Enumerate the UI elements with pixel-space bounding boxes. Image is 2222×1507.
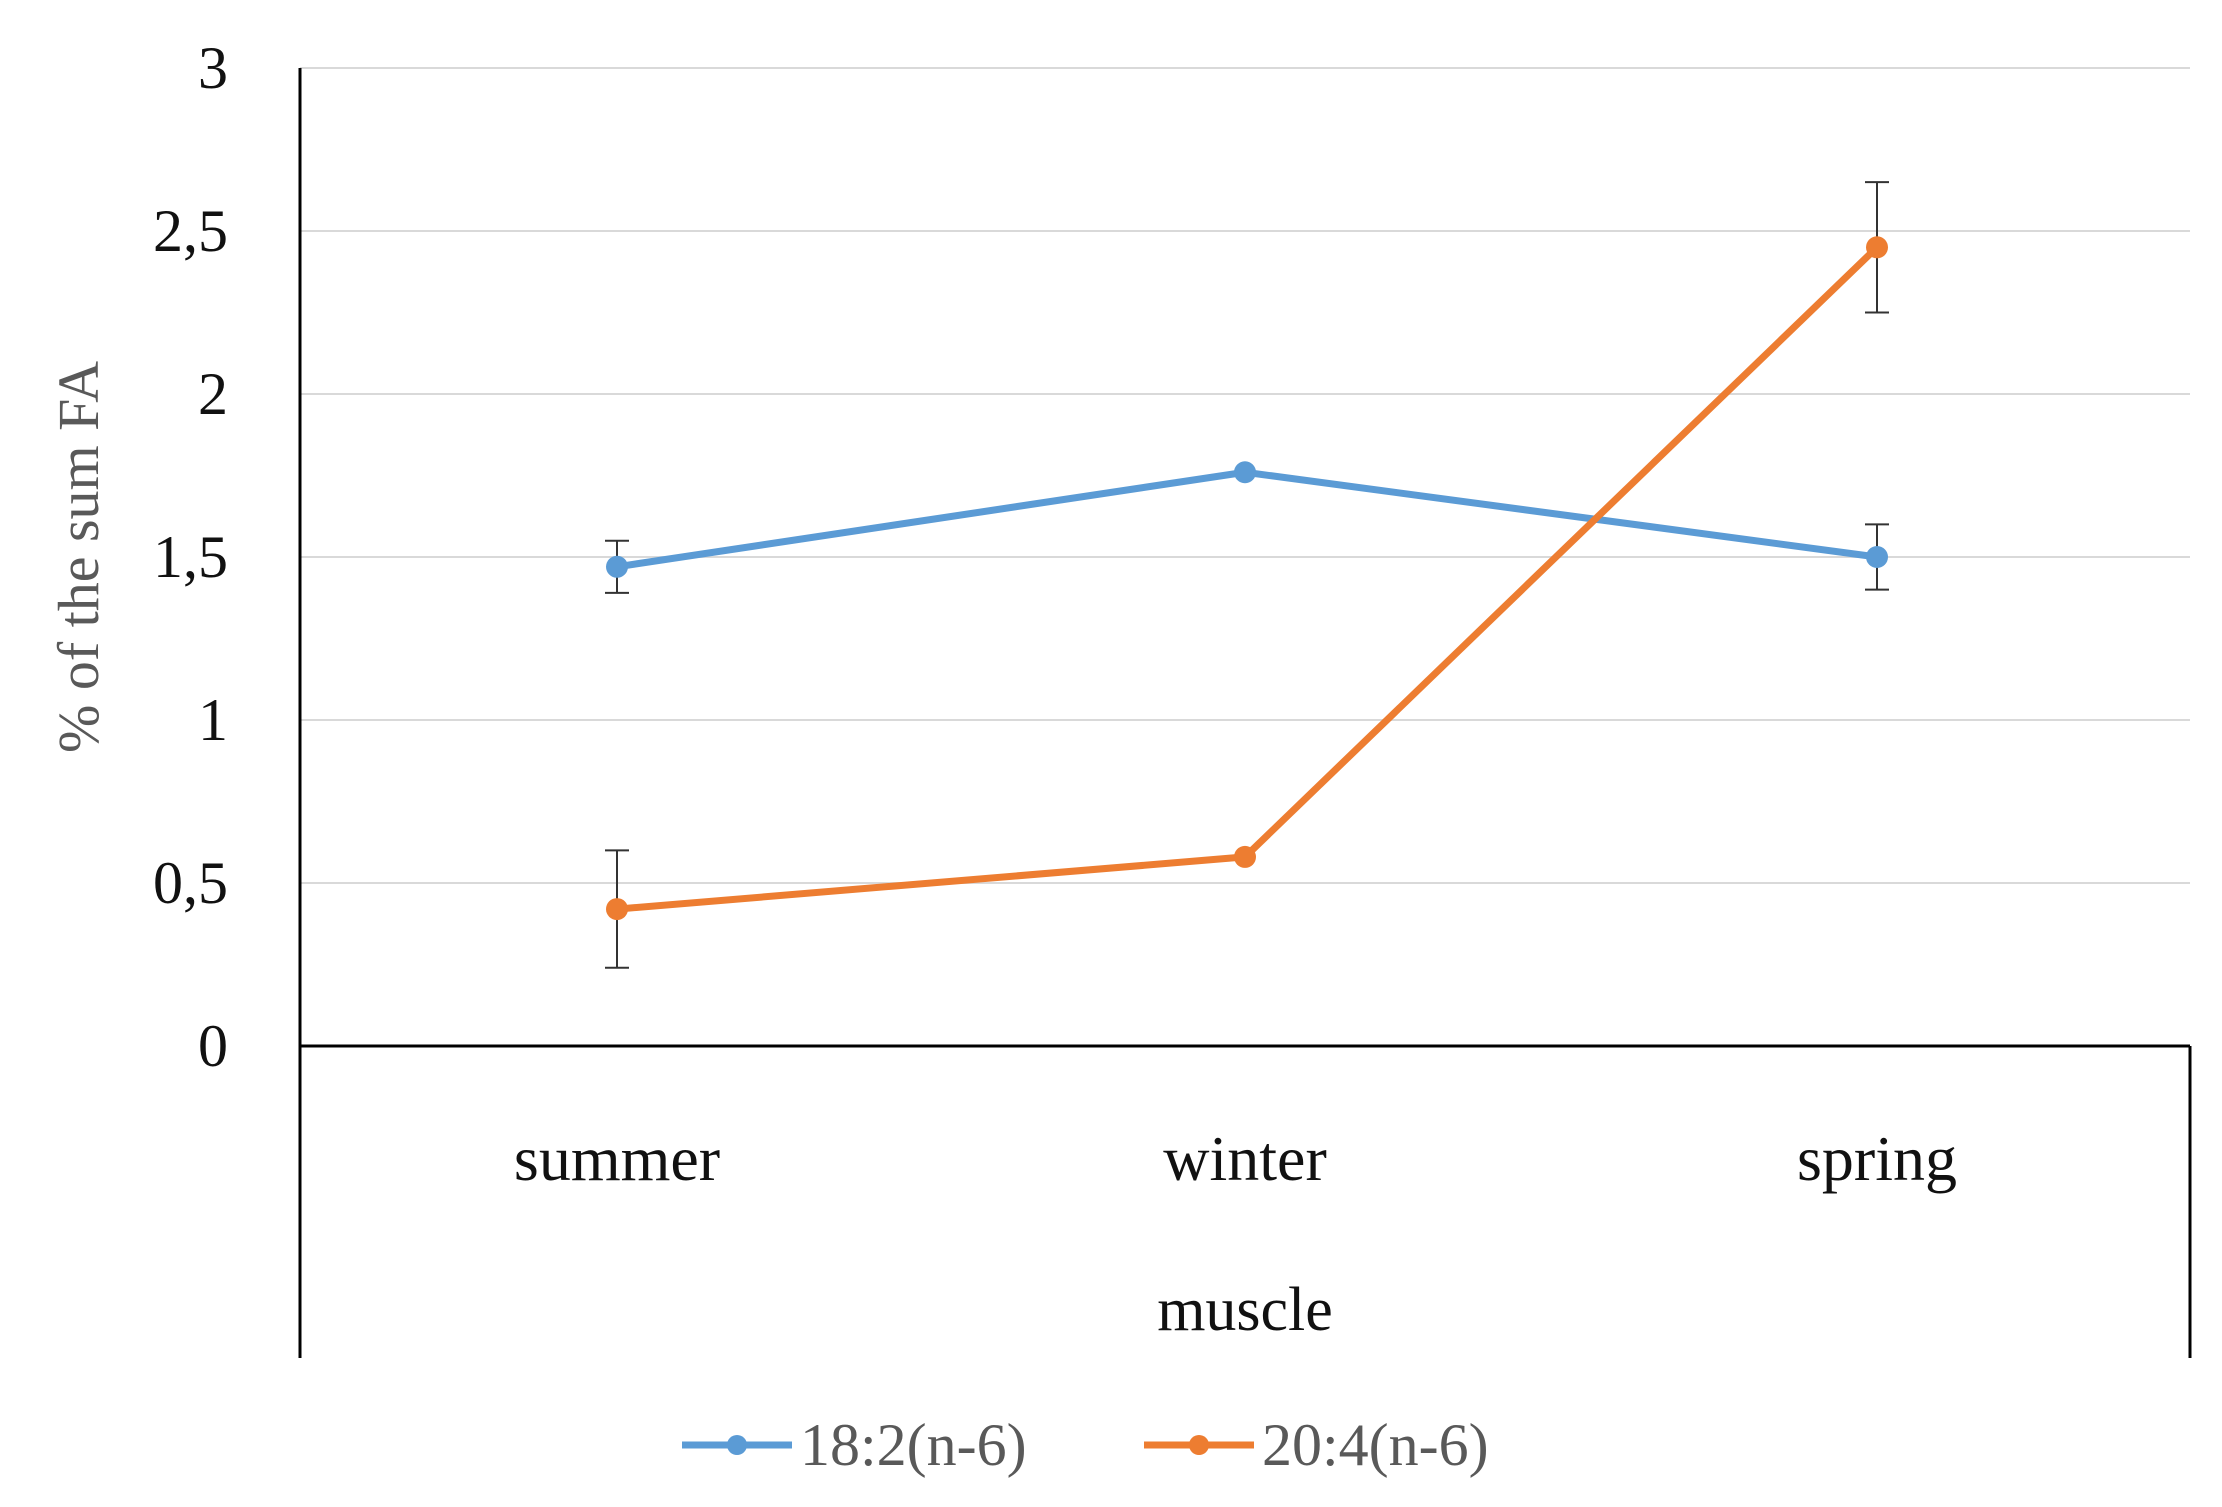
series-group [605,461,1889,594]
x-category-label: summer [514,1123,720,1194]
series-line [616,468,1878,571]
data-point [606,555,628,578]
y-tick-label: 1 [198,687,228,753]
axes [298,68,2192,1358]
y-tick-label: 0 [198,1013,228,1079]
y-tick-label: 2,5 [153,198,228,264]
y-tick-label: 1,5 [153,524,228,590]
data-point [1234,461,1256,484]
series-line [616,244,1880,913]
legend-label: 18:2(n-6) [800,1412,1027,1478]
y-tick-label: 0,5 [153,850,228,916]
series [605,181,1889,969]
legend: 18:2(n-6) 20:4(n-6) [682,1412,1489,1478]
series-group [605,181,1889,969]
x-category-labels: summer winter spring [514,1123,1957,1194]
x-category-label: spring [1797,1123,1957,1194]
legend-label: 20:4(n-6) [1262,1412,1489,1478]
y-tick-labels: 0 0,5 1 1,5 2 2,5 3 [153,35,228,1079]
legend-swatch-marker [1189,1435,1209,1455]
y-axis-title: % of the sum FA [46,361,111,753]
data-point [1234,845,1256,868]
x-axis-title: muscle [1157,1276,1333,1344]
legend-swatch-marker [727,1435,747,1455]
y-tick-label: 3 [198,35,228,101]
data-point [1866,236,1888,259]
y-tick-label: 2 [198,361,228,427]
data-point [606,898,628,921]
x-category-label: winter [1163,1123,1327,1194]
data-point [1866,546,1888,568]
